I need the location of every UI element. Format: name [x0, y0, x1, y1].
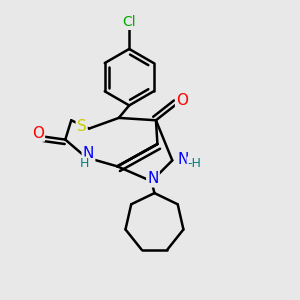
Text: S: S [77, 119, 86, 134]
Text: -H: -H [188, 158, 202, 170]
Text: Cl: Cl [122, 15, 136, 29]
Text: H: H [80, 158, 89, 170]
Text: N: N [83, 146, 94, 161]
Text: O: O [176, 93, 188, 108]
Text: N: N [147, 171, 159, 186]
Text: O: O [32, 126, 44, 141]
Text: N: N [178, 152, 189, 167]
